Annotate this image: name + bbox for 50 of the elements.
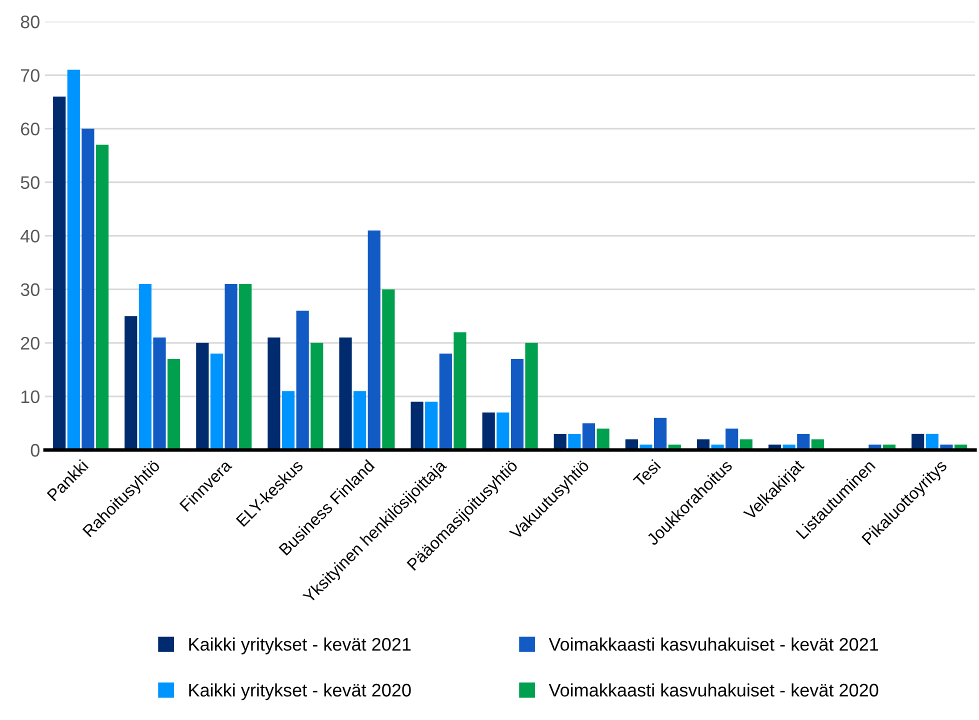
y-tick-label: 50 [20,176,40,189]
bar [368,230,380,450]
bar [582,423,596,450]
bar [482,412,495,450]
bar [67,70,80,450]
y-tick-label: 0 [30,444,40,457]
bar [425,402,438,450]
legend-label: Kaikki yritykset - kevät 2020 [189,683,411,700]
bar [224,284,238,450]
bar [239,284,252,450]
bar [382,289,395,450]
bar [510,358,524,450]
bar [496,412,510,450]
bar [554,434,566,450]
bar [82,128,94,450]
bar [138,284,152,450]
bar [354,391,366,450]
bar [296,310,309,450]
y-tick-label: 80 [20,16,40,28]
bar [282,391,295,450]
bar [124,316,138,450]
y-tick-label: 70 [21,69,40,82]
legend-label: Voimakkaasti kasvuhakuiset - kevät 2021 [548,638,878,651]
bar [912,434,924,450]
bar [268,338,280,450]
y-tick-label: 20 [21,336,40,350]
y-tick-label: 60 [21,122,40,136]
bar [310,342,324,450]
bar [53,96,66,450]
bar [439,354,452,450]
bar [210,354,224,450]
bar [596,428,610,450]
y-tick-label: 30 [20,283,40,296]
bar [410,402,424,450]
bar [454,332,466,450]
bar [96,144,109,450]
bar [926,434,938,450]
bar [196,342,209,450]
bar [525,342,538,450]
bar [568,434,581,450]
bar [168,358,180,450]
y-tick-label: 40 [20,230,40,243]
bar [153,338,166,450]
y-tick-label: 10 [21,390,40,404]
bar [654,418,667,450]
bar [797,434,810,450]
legend-label: Kaikki yritykset - kevät 2021 [189,638,411,654]
legend-label: Voimakkaasti kasvuhakuiset - kevät 2020 [548,683,878,697]
bar [726,428,738,450]
bar [339,338,352,450]
